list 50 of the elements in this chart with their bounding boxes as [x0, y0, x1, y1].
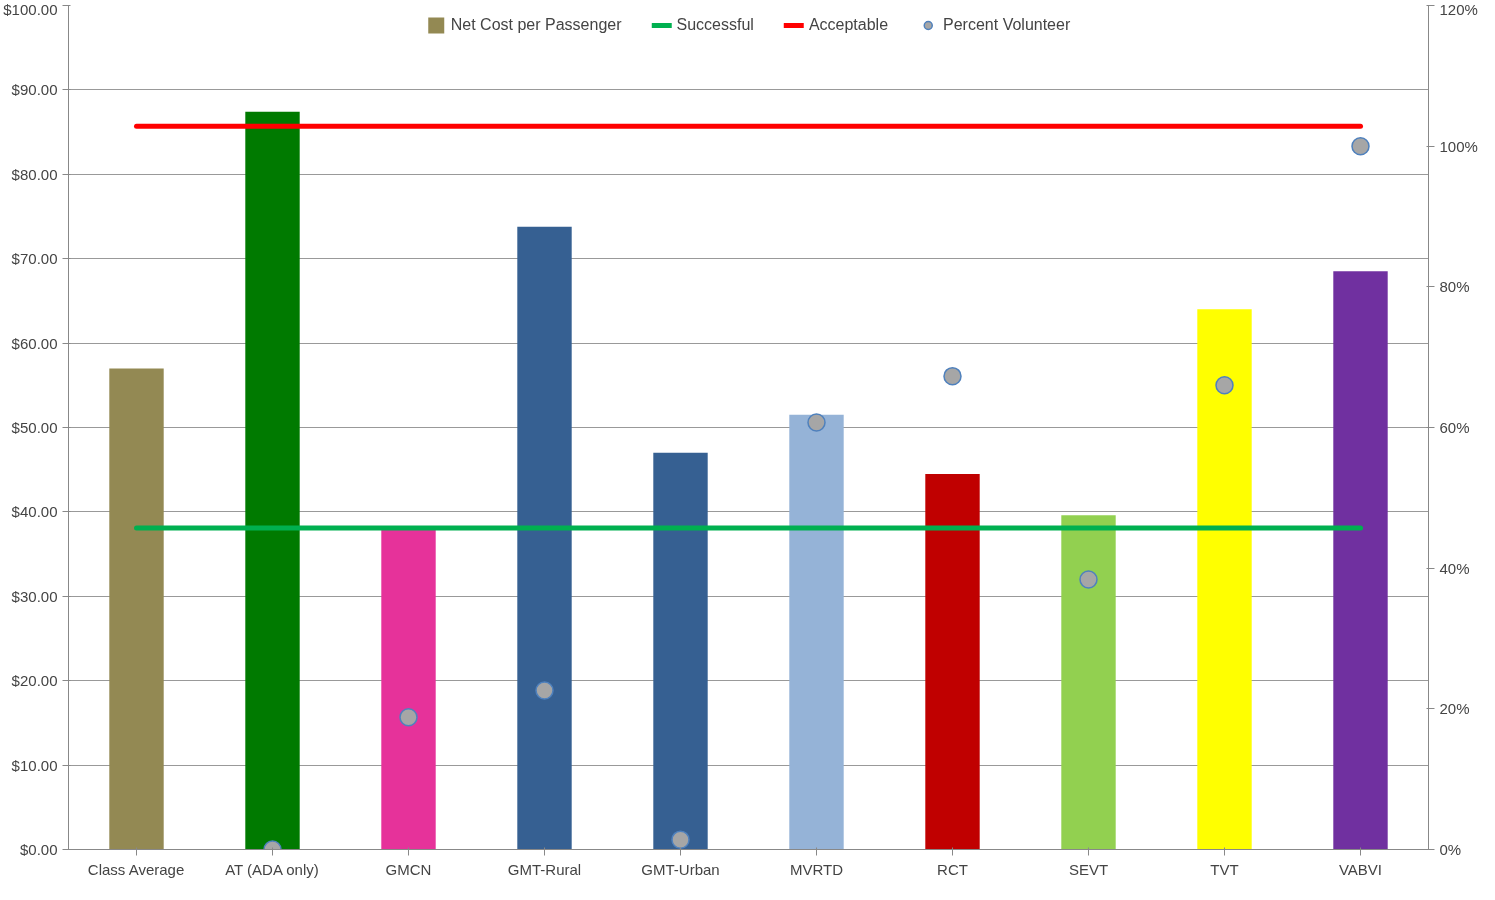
bar — [789, 414, 844, 850]
point — [399, 708, 418, 727]
bar — [653, 452, 708, 850]
point — [671, 830, 690, 849]
y-tick-label: $90.00 — [11, 81, 58, 99]
x-tick-label: GMT-Rural — [507, 860, 582, 878]
bar — [517, 226, 572, 850]
y-tick-label: $20.00 — [11, 672, 58, 690]
x-tick-label: GMT-Urban — [641, 860, 720, 878]
y-tick-label: $70.00 — [11, 250, 58, 268]
x-tick-label: VABVI — [1338, 860, 1383, 878]
y-tick-label: $60.00 — [11, 334, 58, 352]
y-tick-label: $0.00 — [19, 841, 58, 858]
y-tick-label: $40.00 — [11, 503, 58, 521]
x-tick-label: AT (ADA only) — [225, 860, 319, 878]
y-tick-label: $80.00 — [11, 165, 58, 183]
bar — [245, 111, 300, 850]
point — [1215, 376, 1234, 395]
y2-tick-label: 100% — [1439, 137, 1478, 155]
bar — [1197, 309, 1252, 850]
y2-tick-label: 0% — [1439, 841, 1462, 858]
y-tick-label: $100.00 — [3, 0, 58, 18]
x-tick-label: GMCN — [385, 860, 432, 878]
x-tick-label: TVT — [1210, 860, 1239, 878]
point — [943, 366, 962, 386]
point — [535, 681, 554, 700]
point — [1351, 136, 1370, 156]
x-tick-label: MVRTD — [789, 860, 844, 878]
bar — [1333, 271, 1388, 850]
y2-tick-label: 80% — [1439, 278, 1470, 296]
y-tick-label: $50.00 — [11, 419, 58, 436]
point — [807, 413, 826, 432]
y-tick-label: $30.00 — [11, 587, 58, 605]
y2-tick-label: 120% — [1439, 0, 1478, 18]
legend-label: Percent Volunteer — [943, 16, 1071, 34]
y2-tick-label: 40% — [1439, 559, 1470, 577]
legend-label: Net Cost per Passenger — [450, 16, 622, 34]
bar — [1061, 515, 1116, 850]
x-tick-label: SEVT — [1068, 860, 1109, 878]
point — [1079, 570, 1098, 589]
y2-tick-label: 60% — [1439, 419, 1470, 436]
x-tick-label: RCT — [937, 860, 968, 878]
bar — [925, 473, 980, 850]
x-tick-label: Class Average — [87, 860, 185, 878]
bar — [109, 368, 164, 850]
bar — [381, 528, 436, 850]
y2-tick-label: 20% — [1439, 700, 1470, 718]
legend-label: Successful — [676, 16, 754, 34]
legend-label: Acceptable — [808, 16, 889, 34]
y-tick-label: $10.00 — [11, 756, 58, 774]
